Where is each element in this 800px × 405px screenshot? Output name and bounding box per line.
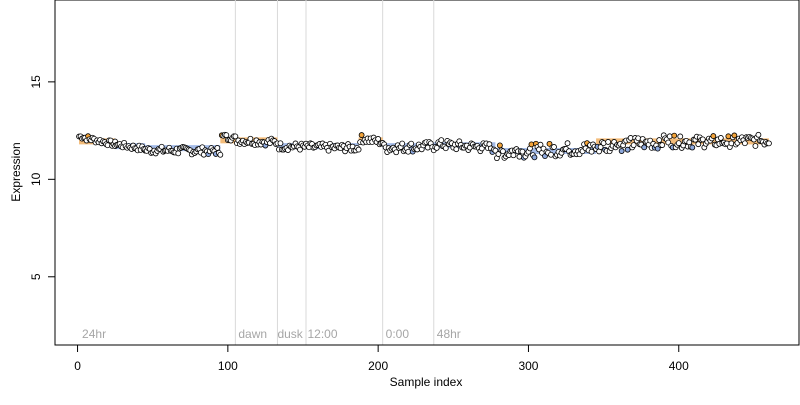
data-point [453,146,460,153]
region-labels: 24hr dawn dusk 12:00 0:00 48hr [82,327,461,341]
data-point [671,132,678,139]
data-point [217,151,224,158]
data-point [731,132,738,139]
data-point [510,152,517,159]
data-point [656,137,663,143]
data-point [741,140,748,147]
data-point [277,140,284,147]
data-point [677,133,684,140]
data-point [597,144,604,150]
data-point [659,142,666,148]
data-point [442,145,449,152]
data-point [325,147,332,154]
data-point [624,146,631,153]
data-point [500,148,506,155]
plot-frame [54,0,800,346]
data-point [247,135,254,142]
data-point [223,132,230,139]
data-points [76,131,772,162]
data-point [564,140,571,147]
data-point [537,141,544,148]
data-point [755,131,762,138]
y-axis: 5 10 15 [29,75,56,280]
region-dividers [234,0,435,345]
region-label: 0:00 [386,327,410,341]
region-label: 24hr [82,327,106,341]
data-point [675,140,682,147]
data-point [630,142,637,149]
region-label: dawn [238,327,267,341]
x-tick-label: 400 [669,359,689,373]
data-point [699,136,706,143]
data-point [641,144,648,151]
data-point [588,148,595,155]
x-axis: 0 100 200 300 400 [74,344,689,373]
y-tick-label: 10 [29,172,43,186]
x-tick-label: 300 [518,359,538,373]
data-point [531,154,538,161]
data-point [605,139,612,145]
data-point [551,144,557,150]
data-point [618,148,625,154]
region-label: 12:00 [308,327,338,341]
data-point [433,145,440,151]
data-point [393,149,400,156]
data-point [495,151,502,157]
data-point [408,140,415,147]
y-tick-label: 5 [29,273,43,280]
data-point [375,136,382,142]
data-point [214,145,221,151]
data-point [752,143,759,149]
data-point [496,142,503,149]
data-point [358,132,365,138]
data-point [689,144,696,151]
y-axis-label: Expression [9,142,23,201]
data-point [766,140,772,147]
region-label: dusk [277,327,303,341]
data-point [399,140,406,147]
data-point [438,137,445,143]
x-tick-label: 100 [218,359,238,373]
x-tick-label: 200 [368,359,388,373]
region-label: 48hr [437,327,461,341]
data-point [355,146,362,153]
data-point [710,133,717,139]
x-tick-label: 0 [74,359,81,373]
data-point [695,141,702,148]
data-point [232,133,239,140]
data-point [717,135,724,141]
data-point [297,146,303,153]
data-point [175,150,182,157]
x-axis-label: Sample index [390,375,463,389]
y-tick-label: 15 [29,75,43,89]
